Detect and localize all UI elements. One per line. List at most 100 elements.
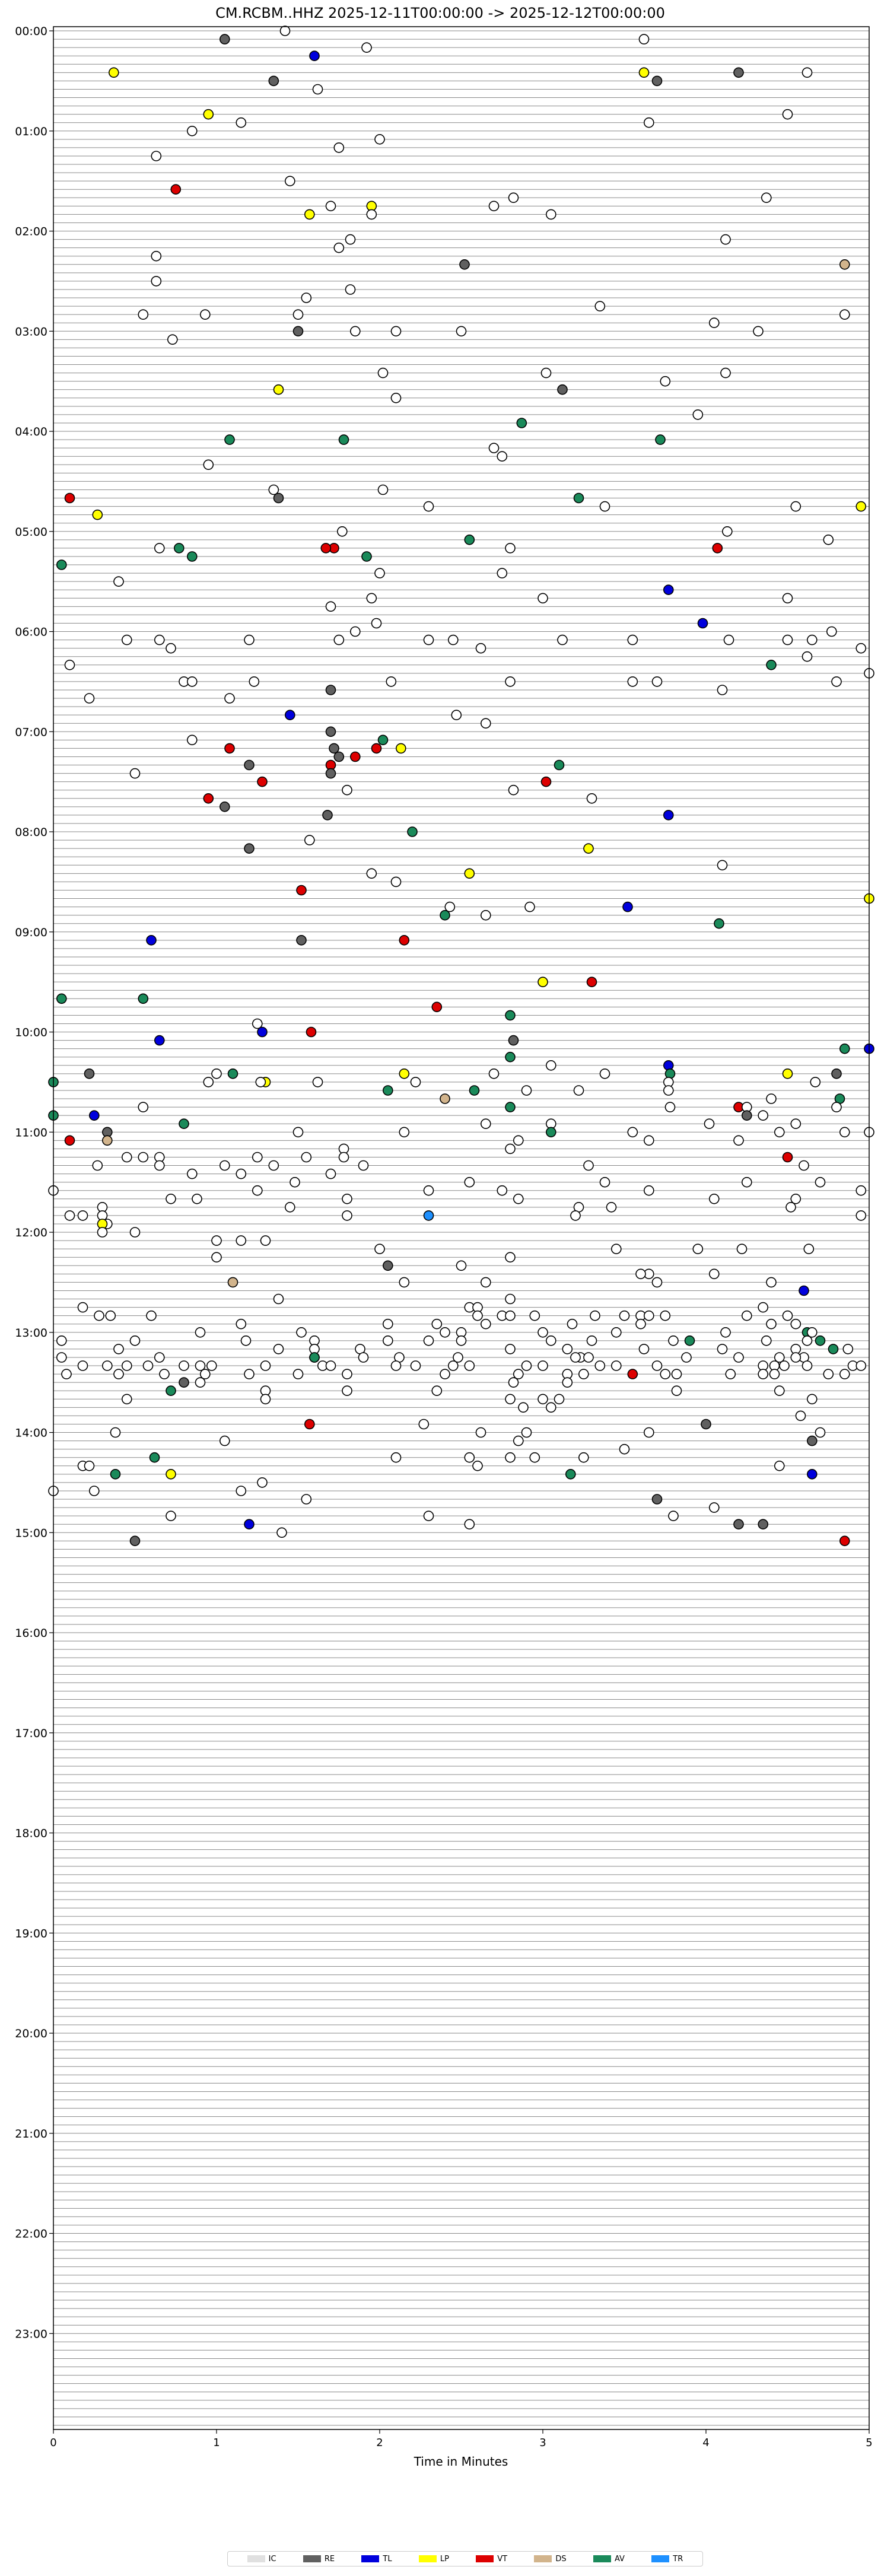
event-point (505, 676, 516, 687)
event-point (349, 626, 361, 637)
event-point (166, 1510, 176, 1521)
event-point (113, 576, 124, 587)
event-point (166, 643, 176, 654)
event-point (236, 1318, 247, 1330)
event-point (252, 1018, 263, 1029)
y-tick-label: 06:00 (15, 626, 47, 639)
y-tick-label: 04:00 (15, 425, 47, 438)
event-point (545, 209, 556, 220)
event-point (839, 1535, 850, 1547)
event-point (497, 451, 508, 462)
event-point (138, 1152, 149, 1163)
event-point (782, 109, 793, 120)
event-point (758, 1110, 768, 1121)
event-point (252, 1152, 263, 1163)
event-point (374, 134, 385, 145)
event-point (173, 543, 185, 554)
event-point (562, 1344, 573, 1354)
event-point (236, 1486, 247, 1496)
event-point (627, 1127, 638, 1138)
event-point (644, 1310, 654, 1321)
event-point (655, 434, 666, 445)
y-tick-label: 17:00 (15, 1727, 47, 1740)
event-point (325, 1360, 336, 1371)
event-point (257, 776, 268, 787)
event-point (312, 84, 323, 95)
event-point (399, 935, 410, 946)
event-point (342, 1194, 352, 1204)
event-point (154, 634, 165, 645)
event-point (611, 1360, 622, 1371)
event-point (664, 1102, 676, 1112)
event-point (138, 309, 149, 320)
event-point (113, 1344, 124, 1354)
event-point (753, 326, 764, 337)
y-tick-label: 18:00 (15, 1827, 47, 1840)
event-point (488, 1068, 500, 1079)
event-point (56, 1335, 67, 1346)
event-point (336, 526, 348, 537)
event-point (599, 1176, 610, 1188)
event-point (236, 1235, 247, 1246)
y-tick-label: 03:00 (15, 325, 47, 338)
event-point (573, 492, 584, 504)
event-point (742, 1176, 752, 1188)
event-point (236, 117, 247, 128)
event-point (377, 484, 389, 495)
event-point (505, 1252, 516, 1262)
event-point (349, 326, 361, 337)
event-point (480, 909, 491, 921)
legend-label: TR (673, 2554, 683, 2564)
event-point (166, 1194, 176, 1204)
event-point (790, 501, 802, 512)
event-point (712, 543, 723, 554)
event-point (390, 1360, 402, 1371)
event-point (779, 1360, 790, 1371)
event-point (166, 1385, 176, 1396)
event-point (505, 1051, 516, 1063)
y-tick-label: 10:00 (15, 1026, 47, 1039)
event-point (505, 1143, 516, 1155)
event-point (366, 209, 377, 220)
event-point (377, 734, 389, 746)
event-point (56, 559, 67, 570)
event-point (594, 301, 606, 311)
event-point (802, 67, 813, 78)
event-point (292, 309, 304, 320)
event-point (513, 1435, 524, 1446)
event-point (390, 392, 402, 403)
event-point (802, 1335, 813, 1346)
event-point (456, 1335, 467, 1346)
event-point (56, 993, 67, 1004)
event-point (464, 1452, 475, 1463)
event-point (518, 1402, 529, 1413)
event-point (377, 367, 389, 379)
event-point (590, 1310, 600, 1321)
y-tick-label: 05:00 (15, 526, 47, 539)
event-point (709, 1194, 720, 1204)
event-point (447, 1360, 459, 1371)
event-point (524, 901, 535, 912)
legend-swatch (593, 2555, 611, 2562)
event-point (102, 1360, 113, 1371)
event-point (513, 1135, 524, 1146)
event-point (758, 1369, 768, 1379)
event-point (410, 1360, 421, 1371)
event-point (627, 676, 638, 687)
event-point (826, 626, 837, 637)
legend-label: IC (268, 2554, 276, 2564)
event-point (333, 142, 345, 153)
event-point (635, 1268, 646, 1280)
event-point (709, 1268, 720, 1280)
event-point (505, 543, 516, 554)
event-point (203, 109, 214, 120)
event-point (521, 1427, 532, 1438)
event-point (668, 1335, 679, 1346)
event-point (186, 551, 198, 562)
legend-swatch (303, 2555, 321, 2562)
event-point (660, 1310, 671, 1321)
event-point (766, 660, 777, 670)
event-point (151, 151, 162, 161)
event-point (720, 367, 731, 379)
event-point (186, 676, 198, 687)
